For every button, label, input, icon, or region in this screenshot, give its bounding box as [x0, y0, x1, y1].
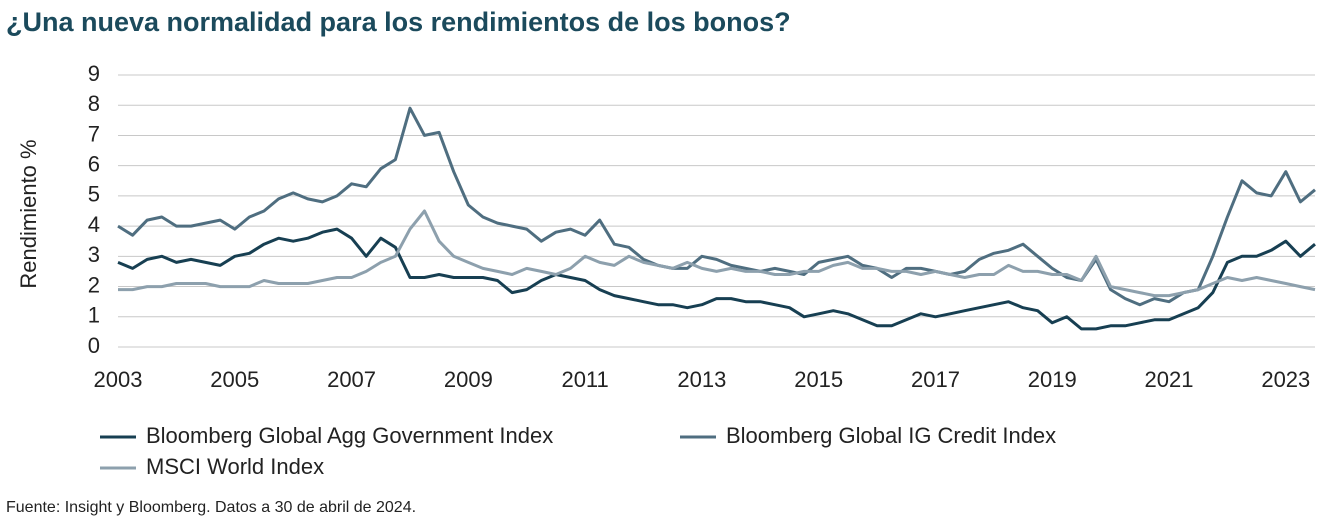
x-tick-label: 2003 [94, 367, 143, 392]
y-tick-label: 2 [88, 272, 100, 297]
y-tick-label: 6 [88, 151, 100, 176]
legend-label: Bloomberg Global IG Credit Index [726, 423, 1056, 448]
series-line [118, 209, 1316, 298]
y-tick-label: 9 [88, 61, 100, 86]
series-line [117, 227, 1316, 331]
legend-label: Bloomberg Global Agg Government Index [146, 423, 553, 448]
x-tick-label: 2015 [794, 367, 843, 392]
x-tick-label: 2013 [677, 367, 726, 392]
x-tick-label: 2009 [444, 367, 493, 392]
x-tick-label: 2023 [1261, 367, 1310, 392]
chart-title: ¿Una nueva normalidad para los rendimien… [6, 7, 791, 37]
y-tick-label: 8 [88, 91, 100, 116]
x-tick-label: 2017 [911, 367, 960, 392]
y-tick-label: 5 [88, 182, 100, 207]
x-tick-label: 2007 [327, 367, 376, 392]
series-line [117, 106, 1316, 307]
x-tick-label: 2021 [1145, 367, 1194, 392]
y-tick-label: 3 [88, 242, 100, 267]
source-note: Fuente: Insight y Bloomberg. Datos a 30 … [6, 499, 416, 516]
x-tick-label: 2019 [1028, 367, 1077, 392]
y-tick-label: 0 [88, 333, 100, 358]
x-tick-label: 2005 [210, 367, 259, 392]
y-tick-label: 4 [88, 212, 100, 237]
y-tick-label: 7 [88, 121, 100, 146]
y-tick-label: 1 [88, 303, 100, 328]
x-tick-label: 2011 [561, 367, 608, 392]
y-axis-title: Rendimiento % [16, 139, 41, 288]
legend-label: MSCI World Index [146, 454, 324, 479]
